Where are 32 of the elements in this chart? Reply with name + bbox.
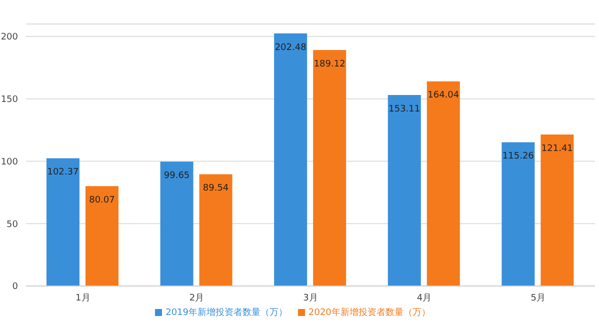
legend-label: 2020年新增投资者数量（万）	[308, 308, 430, 318]
data-label: 189.12	[314, 59, 346, 70]
data-label: 115.26	[502, 152, 534, 162]
x-tick-label: 2月	[189, 293, 204, 304]
y-tick-label: 200	[0, 32, 18, 43]
data-label: 202.48	[274, 42, 307, 53]
y-tick-label: 150	[0, 95, 18, 106]
data-label: 164.04	[428, 90, 460, 101]
x-tick-label: 1月	[76, 293, 90, 304]
bar	[160, 162, 194, 286]
bar	[274, 33, 308, 286]
y-tick-label: 50	[6, 220, 18, 230]
bar	[46, 158, 80, 286]
y-tick-label: 100	[0, 157, 18, 168]
bar	[426, 81, 460, 286]
bar	[85, 186, 118, 286]
bar	[199, 174, 232, 286]
data-label: 99.65	[164, 171, 190, 182]
data-label: 153.11	[388, 104, 420, 114]
bar	[388, 94, 421, 286]
data-label: 102.37	[47, 168, 79, 178]
bar	[502, 142, 535, 286]
bar	[540, 134, 574, 286]
data-label: 80.07	[89, 195, 115, 206]
data-label: 89.54	[202, 184, 229, 194]
data-label: 121.41	[541, 144, 573, 154]
x-tick-label: 5月	[530, 293, 546, 304]
x-tick-label: 3月	[303, 293, 318, 304]
x-tick-label: 4月	[416, 293, 432, 304]
bar	[313, 50, 346, 286]
legend-label: 2019年新增投资者数量（万）	[166, 308, 288, 318]
y-tick-label: 0	[12, 282, 18, 292]
